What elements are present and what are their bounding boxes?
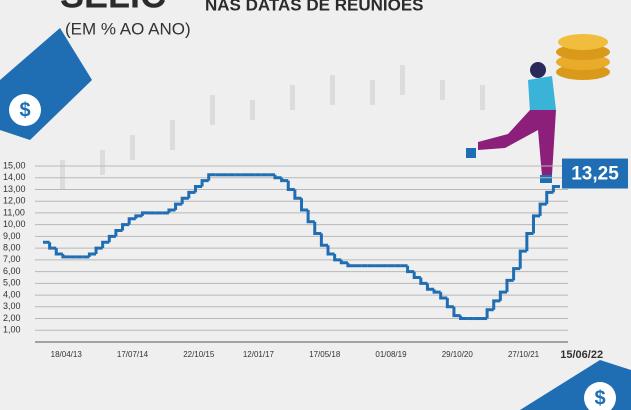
step-segment — [280, 177, 289, 183]
step-segment — [459, 315, 468, 321]
step-segment — [306, 210, 315, 224]
step-segment — [346, 262, 355, 268]
step-segment — [505, 278, 514, 293]
step-segment — [121, 223, 130, 231]
step-segment — [273, 174, 282, 180]
step-segment — [101, 240, 110, 249]
step-segment — [207, 173, 216, 181]
title: SELIC — [60, 0, 166, 16]
y-tick-label: 6,00 — [3, 266, 21, 276]
svg-text:$: $ — [594, 387, 605, 409]
y-tick-label: 11,00 — [3, 207, 25, 217]
step-segment — [187, 190, 196, 199]
x-tick-label: 12/01/17 — [243, 350, 275, 359]
bill-left: $ — [0, 28, 92, 140]
y-tick-label: 15,00 — [3, 160, 26, 170]
step-segment — [107, 234, 116, 243]
background-candles — [60, 65, 485, 190]
x-tick-label: 22/10/15 — [183, 350, 215, 359]
step-segment — [545, 190, 554, 205]
x-tick-label: 29/10/20 — [442, 350, 474, 359]
y-tick-label: 2,00 — [3, 313, 21, 323]
step-segment — [114, 229, 123, 237]
step-segment — [512, 267, 521, 281]
step-segment — [167, 208, 176, 213]
step-segment — [518, 249, 527, 269]
step-segment — [54, 248, 63, 256]
step-segment — [425, 283, 435, 291]
step-segment — [286, 180, 295, 191]
y-tick-label: 7,00 — [3, 254, 21, 264]
step-segment — [300, 198, 309, 212]
step-segment — [445, 298, 454, 309]
step-segment — [339, 259, 348, 265]
y-tick-label: 13,00 — [3, 184, 26, 194]
step-segment — [94, 246, 103, 254]
step-segment — [485, 308, 494, 319]
x-tick-label: 18/04/13 — [51, 350, 83, 359]
step-segment — [140, 211, 150, 216]
step-segment — [439, 292, 448, 300]
step-segment — [127, 217, 136, 225]
step-segment — [419, 277, 428, 285]
step-segment — [498, 290, 507, 301]
y-tick-label: 14,00 — [3, 172, 26, 182]
step-segment — [326, 245, 335, 256]
y-tick-label: 8,00 — [3, 243, 21, 253]
y-tick-label: 3,00 — [3, 301, 21, 311]
y-tick-label: 10,00 — [3, 219, 26, 229]
step-segment — [492, 299, 501, 310]
step-segment — [452, 306, 461, 318]
value-label-box — [562, 158, 628, 189]
step-segment — [432, 289, 441, 294]
runner — [466, 34, 610, 183]
step-segment — [412, 271, 421, 279]
y-tick-label: 12,00 — [3, 196, 26, 206]
x-tick-label: 17/05/18 — [309, 350, 341, 359]
step-segment — [538, 202, 547, 216]
step-segment — [174, 202, 183, 210]
x-tick-label: 17/07/14 — [117, 350, 149, 359]
x-tick-label: 01/08/19 — [375, 350, 407, 359]
y-tick-label: 9,00 — [3, 231, 21, 241]
step-segment — [313, 221, 322, 235]
step-segment — [551, 185, 560, 193]
step-segment — [319, 233, 329, 247]
step-segment — [531, 214, 541, 234]
subtitle: (EM % AO ANO) — [65, 19, 191, 38]
step-segment — [180, 196, 189, 205]
step-segment — [525, 231, 534, 252]
step-segment — [200, 179, 209, 187]
step-segment — [333, 254, 342, 262]
title-suffix: NAS DATAS DE REUNIÕES — [205, 0, 424, 14]
step-segment — [134, 214, 143, 219]
y-tick-label: 5,00 — [3, 278, 21, 288]
x-tick-label: 15/06/22 — [560, 349, 603, 361]
step-segment — [61, 254, 70, 259]
y-tick-label: 1,00 — [3, 325, 21, 335]
step-segment — [193, 185, 203, 193]
step-segment — [87, 252, 97, 257]
bill-right: $ — [520, 360, 631, 410]
step-segment — [293, 189, 302, 200]
svg-text:$: $ — [19, 99, 30, 121]
y-tick-label: 4,00 — [3, 289, 21, 299]
x-tick-label: 27/10/21 — [508, 350, 540, 359]
step-segment — [406, 265, 415, 274]
step-segment — [48, 242, 57, 250]
value-label: 13,25 — [571, 164, 619, 185]
